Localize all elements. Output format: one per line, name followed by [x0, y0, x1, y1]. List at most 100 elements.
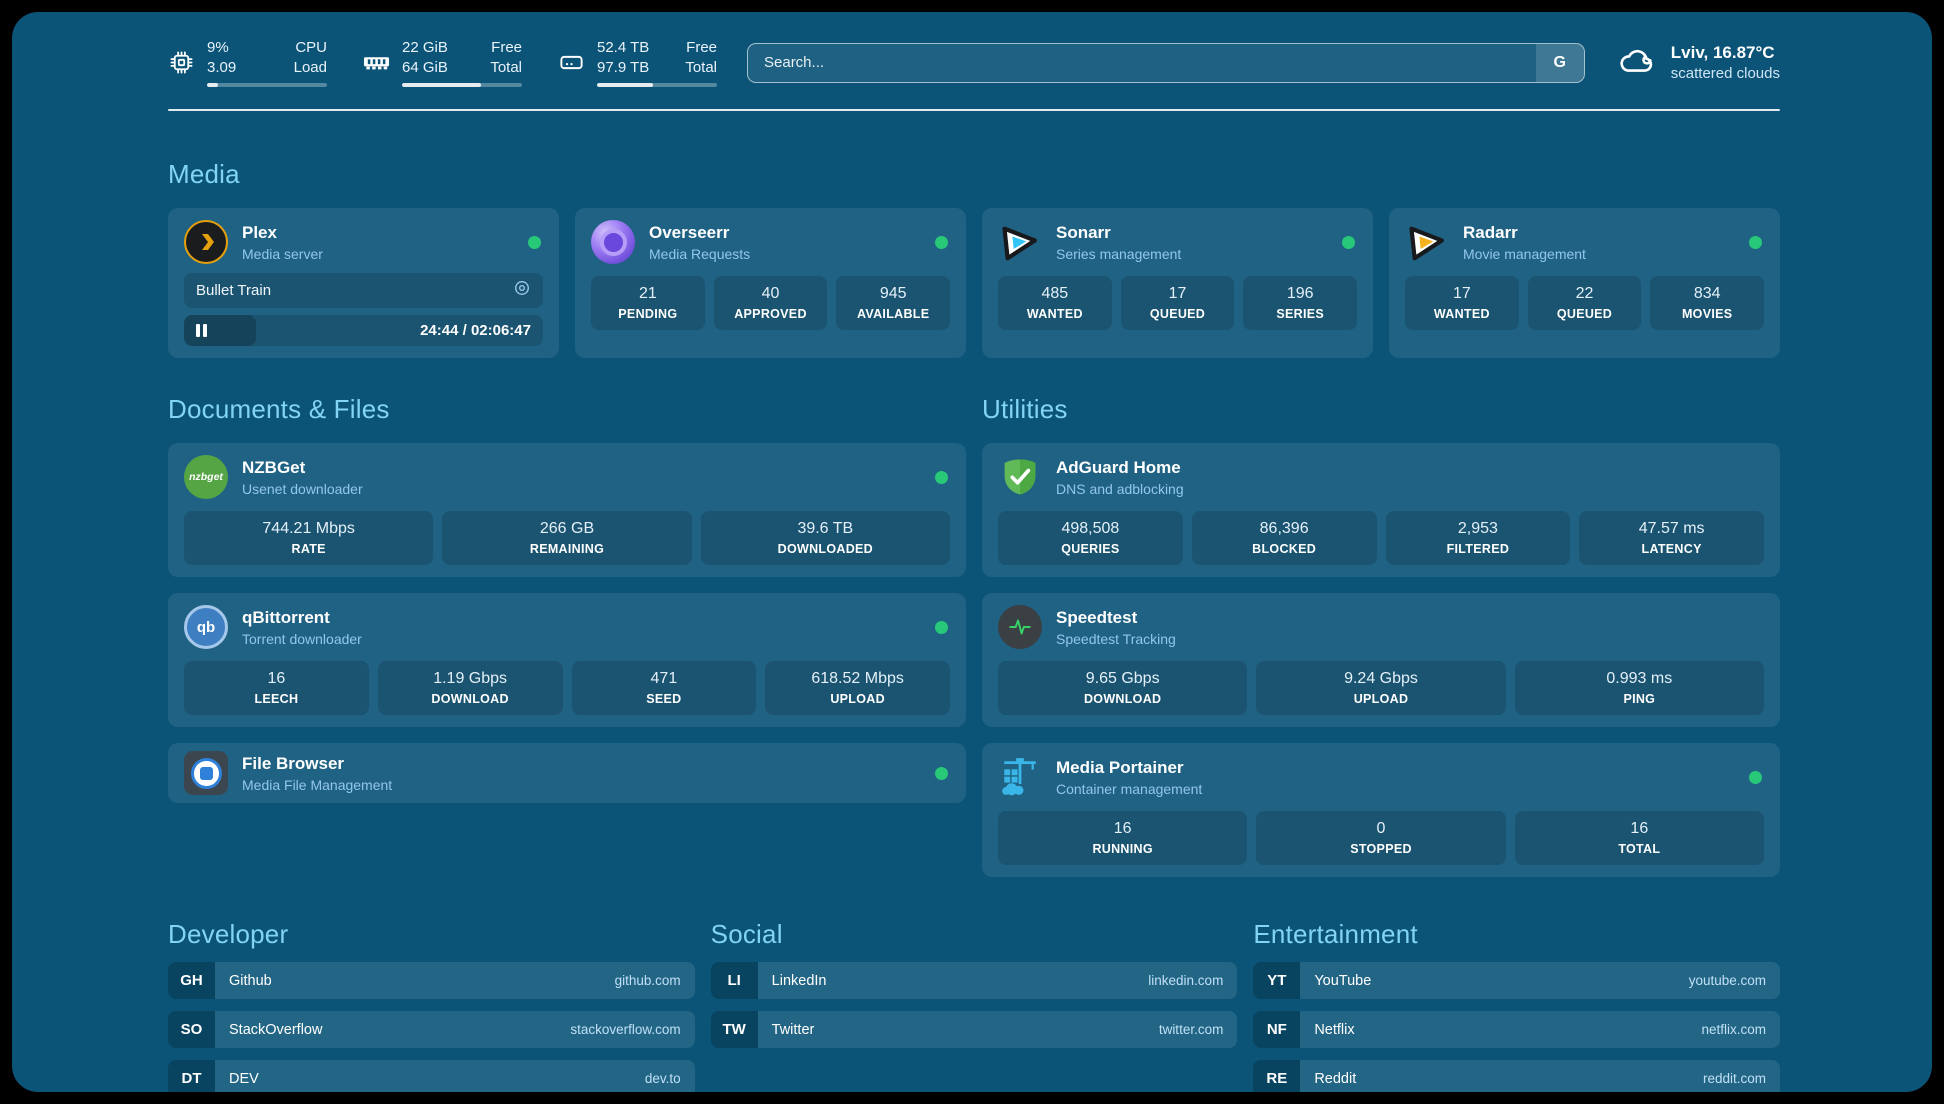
bookmark-stackoverflow[interactable]: SO StackOverflow stackoverflow.com	[168, 1011, 695, 1048]
bookmark-abbr: NF	[1253, 1011, 1301, 1048]
media-grid: Plex Media server Bullet Train	[168, 208, 1780, 358]
cpu-icon	[168, 49, 195, 76]
service-subtitle: Series management	[1056, 245, 1182, 262]
cloud-icon	[1615, 44, 1657, 81]
service-card-plex[interactable]: Plex Media server Bullet Train	[168, 208, 559, 358]
stat-tile: 485 WANTED	[998, 276, 1112, 330]
stat-tile: 834 MOVIES	[1650, 276, 1765, 330]
stat-tile: 471 SEED	[571, 661, 757, 715]
stat-tile: 16 RUNNING	[998, 811, 1248, 865]
playback-progress-bar[interactable]: 24:44 / 02:06:47	[184, 315, 543, 346]
dashboard-page: 9% 3.09 CPU Load	[12, 12, 1932, 1092]
now-playing-title: Bullet Train	[196, 282, 272, 299]
cpu-percent: 9%	[207, 39, 229, 56]
status-online-dot	[935, 766, 948, 780]
bookmark-dev[interactable]: DT DEV dev.to	[168, 1060, 695, 1092]
disk-stat: 52.4 TB 97.9 TB Free Total	[558, 38, 717, 87]
disk-free-label: Free	[686, 39, 717, 56]
service-card-speedtest[interactable]: Speedtest Speedtest Tracking 9.65 Gbps D…	[982, 593, 1780, 727]
search-engine-button[interactable]: G	[1535, 43, 1584, 82]
cpu-load-value: 3.09	[207, 58, 237, 76]
ram-stat: 22 GiB 64 GiB Free Total	[363, 38, 522, 87]
service-name: Media Portainer	[1056, 757, 1184, 777]
pause-icon[interactable]	[196, 324, 207, 337]
status-online-dot	[528, 235, 541, 249]
stat-tile: 47.57 ms LATENCY	[1579, 511, 1764, 565]
cpu-stat: 9% 3.09 CPU Load	[168, 38, 327, 87]
service-card-sonarr[interactable]: Sonarr Series management 485 WANTED 17 Q…	[982, 208, 1373, 358]
stat-tile: 17 QUEUED	[1120, 276, 1235, 330]
stat-tile: 86,396 BLOCKED	[1191, 511, 1377, 565]
cpu-label: CPU	[295, 39, 327, 56]
bookmark-abbr: RE	[1253, 1060, 1301, 1092]
bookmark-youtube[interactable]: YT YouTube youtube.com	[1253, 962, 1780, 999]
stat-tile: 22 QUEUED	[1527, 276, 1642, 330]
ram-free-label: Free	[491, 39, 522, 56]
search-bar: G	[747, 42, 1585, 83]
adguard-icon	[998, 455, 1042, 499]
service-card-overseerr[interactable]: Overseerr Media Requests 21 PENDING 40 A…	[575, 208, 966, 358]
bookmark-github[interactable]: GH Github github.com	[168, 962, 695, 999]
service-name: Overseerr	[649, 222, 730, 242]
disk-total-label: Total	[685, 58, 717, 76]
service-name: qBittorrent	[242, 607, 330, 627]
stat-tile: 17 WANTED	[1405, 276, 1519, 330]
section-title-social: Social	[710, 919, 783, 949]
service-card-nzbget[interactable]: nzbget NZBGet Usenet downloader 744.21 M…	[168, 443, 966, 577]
bookmark-name: Netflix	[1314, 1021, 1355, 1038]
bookmark-linkedin[interactable]: LI LinkedIn linkedin.com	[710, 962, 1238, 999]
speedtest-icon	[998, 605, 1042, 649]
service-name: NZBGet	[242, 457, 306, 477]
weather-condition: scattered clouds	[1670, 65, 1780, 82]
stat-tile: 0.993 ms PING	[1514, 661, 1764, 715]
service-name: AdGuard Home	[1056, 457, 1181, 477]
stat-tile: 744.21 Mbps RATE	[184, 511, 434, 565]
stat-tile: 196 SERIES	[1243, 276, 1358, 330]
ram-free-value: 22 GiB	[402, 39, 448, 56]
disk-progress-bar	[597, 83, 717, 87]
bookmark-netflix[interactable]: NF Netflix netflix.com	[1253, 1011, 1780, 1048]
bookmark-abbr: YT	[1253, 962, 1301, 999]
playback-progress-fill	[184, 315, 256, 346]
service-card-portainer[interactable]: Media Portainer Container management 16 …	[982, 743, 1780, 877]
system-stats: 9% 3.09 CPU Load	[168, 38, 717, 87]
service-subtitle: Torrent downloader	[242, 630, 362, 647]
sonarr-icon	[998, 220, 1042, 264]
bookmark-abbr: TW	[710, 1011, 758, 1048]
filebrowser-icon	[184, 751, 228, 795]
bookmark-name: StackOverflow	[229, 1021, 323, 1038]
section-title-entertainment: Entertainment	[1253, 919, 1418, 949]
service-card-adguard[interactable]: AdGuard Home DNS and adblocking 498,508 …	[982, 443, 1780, 577]
bookmark-reddit[interactable]: RE Reddit reddit.com	[1253, 1060, 1780, 1092]
service-subtitle: Speedtest Tracking	[1056, 630, 1176, 647]
service-card-radarr[interactable]: Radarr Movie management 17 WANTED 22 QUE…	[1389, 208, 1780, 358]
status-online-dot	[1342, 235, 1355, 249]
stat-tile: 9.24 Gbps UPLOAD	[1256, 661, 1506, 715]
service-card-filebrowser[interactable]: File Browser Media File Management	[168, 743, 966, 803]
ram-progress-bar	[402, 83, 522, 87]
service-subtitle: Media Requests	[649, 245, 751, 262]
weather-widget: Lviv, 16.87°C scattered clouds	[1615, 43, 1780, 82]
bookmark-name: Github	[229, 972, 272, 989]
stat-tile: 266 GB REMAINING	[442, 511, 692, 565]
status-online-dot	[935, 235, 948, 249]
stat-tile: 40 APPROVED	[713, 276, 828, 330]
disk-free-value: 52.4 TB	[597, 39, 650, 56]
ram-progress-fill	[402, 83, 482, 87]
stat-tile: 39.6 TB DOWNLOADED	[700, 511, 950, 565]
status-online-dot	[1749, 770, 1762, 784]
bookmark-abbr: GH	[168, 962, 215, 999]
section-title-documents: Documents & Files	[168, 394, 390, 424]
status-online-dot	[935, 620, 948, 634]
stat-tile: 9.65 Gbps DOWNLOAD	[998, 661, 1248, 715]
bookmark-url: netflix.com	[1701, 1022, 1766, 1037]
search-input[interactable]	[748, 43, 1536, 82]
service-card-qbittorrent[interactable]: qb qBittorrent Torrent downloader 16	[168, 593, 966, 727]
camera-lens-icon	[513, 279, 531, 302]
documents-column: Documents & Files nzbget NZBGet Usenet d…	[168, 394, 966, 803]
bookmark-twitter[interactable]: TW Twitter twitter.com	[710, 1011, 1238, 1048]
stat-tile: 16 TOTAL	[1514, 811, 1764, 865]
stat-tile: 16 LEECH	[184, 661, 369, 715]
disk-progress-fill	[597, 83, 654, 87]
ram-icon	[363, 49, 390, 76]
